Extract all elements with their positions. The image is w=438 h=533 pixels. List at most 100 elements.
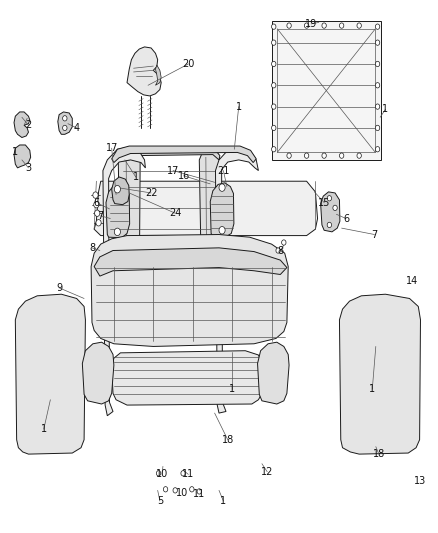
Polygon shape — [155, 65, 161, 85]
Polygon shape — [321, 192, 340, 232]
Circle shape — [327, 222, 332, 228]
Text: 22: 22 — [145, 188, 157, 198]
Polygon shape — [94, 248, 287, 276]
Polygon shape — [14, 112, 30, 138]
Text: 6: 6 — [93, 198, 99, 207]
Circle shape — [95, 210, 100, 216]
Text: 13: 13 — [414, 476, 427, 486]
Text: 14: 14 — [406, 276, 418, 286]
Polygon shape — [58, 112, 72, 134]
Circle shape — [272, 61, 276, 67]
Circle shape — [375, 61, 380, 67]
Text: 24: 24 — [169, 208, 181, 218]
Polygon shape — [215, 147, 258, 413]
Text: 19: 19 — [305, 19, 317, 29]
Circle shape — [63, 125, 67, 131]
Text: 1: 1 — [382, 104, 389, 114]
Polygon shape — [15, 294, 85, 454]
Polygon shape — [112, 351, 263, 405]
Circle shape — [197, 489, 201, 494]
Polygon shape — [82, 342, 114, 404]
Circle shape — [287, 153, 291, 158]
Text: 4: 4 — [74, 123, 80, 133]
Circle shape — [375, 125, 380, 131]
Text: 1: 1 — [229, 384, 235, 394]
Polygon shape — [14, 145, 31, 168]
Text: 17: 17 — [106, 143, 118, 153]
Circle shape — [219, 184, 225, 191]
Text: 3: 3 — [25, 163, 32, 173]
Text: 10: 10 — [156, 470, 168, 479]
Text: 18: 18 — [222, 435, 234, 445]
Text: 8: 8 — [277, 246, 283, 255]
Polygon shape — [94, 181, 318, 236]
Polygon shape — [199, 148, 220, 297]
Circle shape — [163, 487, 168, 492]
Circle shape — [327, 196, 332, 201]
Text: 7: 7 — [98, 211, 104, 221]
Circle shape — [173, 488, 177, 493]
Circle shape — [357, 23, 361, 28]
Circle shape — [96, 220, 101, 226]
Polygon shape — [103, 147, 145, 416]
Circle shape — [287, 23, 291, 28]
Text: 20: 20 — [182, 59, 194, 69]
Text: 21: 21 — [217, 166, 230, 175]
Circle shape — [304, 23, 309, 28]
Text: 1: 1 — [41, 424, 47, 434]
Polygon shape — [272, 21, 381, 160]
Circle shape — [272, 40, 276, 45]
Circle shape — [63, 116, 67, 121]
Text: 16: 16 — [178, 171, 190, 181]
Text: 1: 1 — [133, 172, 139, 182]
Text: 15: 15 — [318, 198, 330, 207]
Text: 17: 17 — [167, 166, 179, 175]
Circle shape — [282, 240, 286, 245]
Text: 18: 18 — [373, 449, 385, 459]
Circle shape — [93, 192, 98, 198]
Text: 1: 1 — [12, 147, 18, 157]
Polygon shape — [91, 235, 288, 346]
Circle shape — [375, 24, 380, 29]
Text: 2: 2 — [25, 120, 32, 130]
Polygon shape — [127, 47, 161, 96]
Polygon shape — [122, 148, 220, 161]
Circle shape — [333, 205, 337, 211]
Circle shape — [339, 23, 344, 28]
Polygon shape — [258, 342, 289, 404]
Text: 9: 9 — [56, 283, 62, 293]
Circle shape — [276, 248, 280, 253]
Text: 11: 11 — [193, 489, 205, 498]
Circle shape — [322, 153, 326, 158]
Polygon shape — [112, 146, 256, 163]
Circle shape — [272, 104, 276, 109]
Text: 1: 1 — [236, 102, 242, 111]
Circle shape — [375, 104, 380, 109]
Text: 12: 12 — [261, 467, 273, 477]
Circle shape — [181, 471, 185, 476]
Polygon shape — [210, 183, 234, 237]
Polygon shape — [106, 184, 130, 238]
Text: 10: 10 — [176, 488, 188, 498]
Circle shape — [375, 147, 380, 152]
Circle shape — [114, 228, 120, 236]
Text: 5: 5 — [157, 496, 163, 506]
Text: 6: 6 — [343, 214, 349, 223]
Circle shape — [272, 125, 276, 131]
Circle shape — [272, 24, 276, 29]
Circle shape — [219, 227, 225, 234]
Circle shape — [304, 153, 309, 158]
Circle shape — [272, 147, 276, 152]
Polygon shape — [112, 177, 129, 205]
Text: 11: 11 — [182, 470, 194, 479]
Polygon shape — [122, 290, 220, 303]
Circle shape — [375, 40, 380, 45]
Circle shape — [156, 471, 161, 476]
Circle shape — [190, 487, 194, 492]
Circle shape — [339, 153, 344, 158]
Text: 1: 1 — [369, 384, 375, 394]
Text: 7: 7 — [371, 230, 378, 239]
Text: 1: 1 — [220, 496, 226, 506]
Circle shape — [114, 185, 120, 193]
Circle shape — [94, 201, 99, 208]
